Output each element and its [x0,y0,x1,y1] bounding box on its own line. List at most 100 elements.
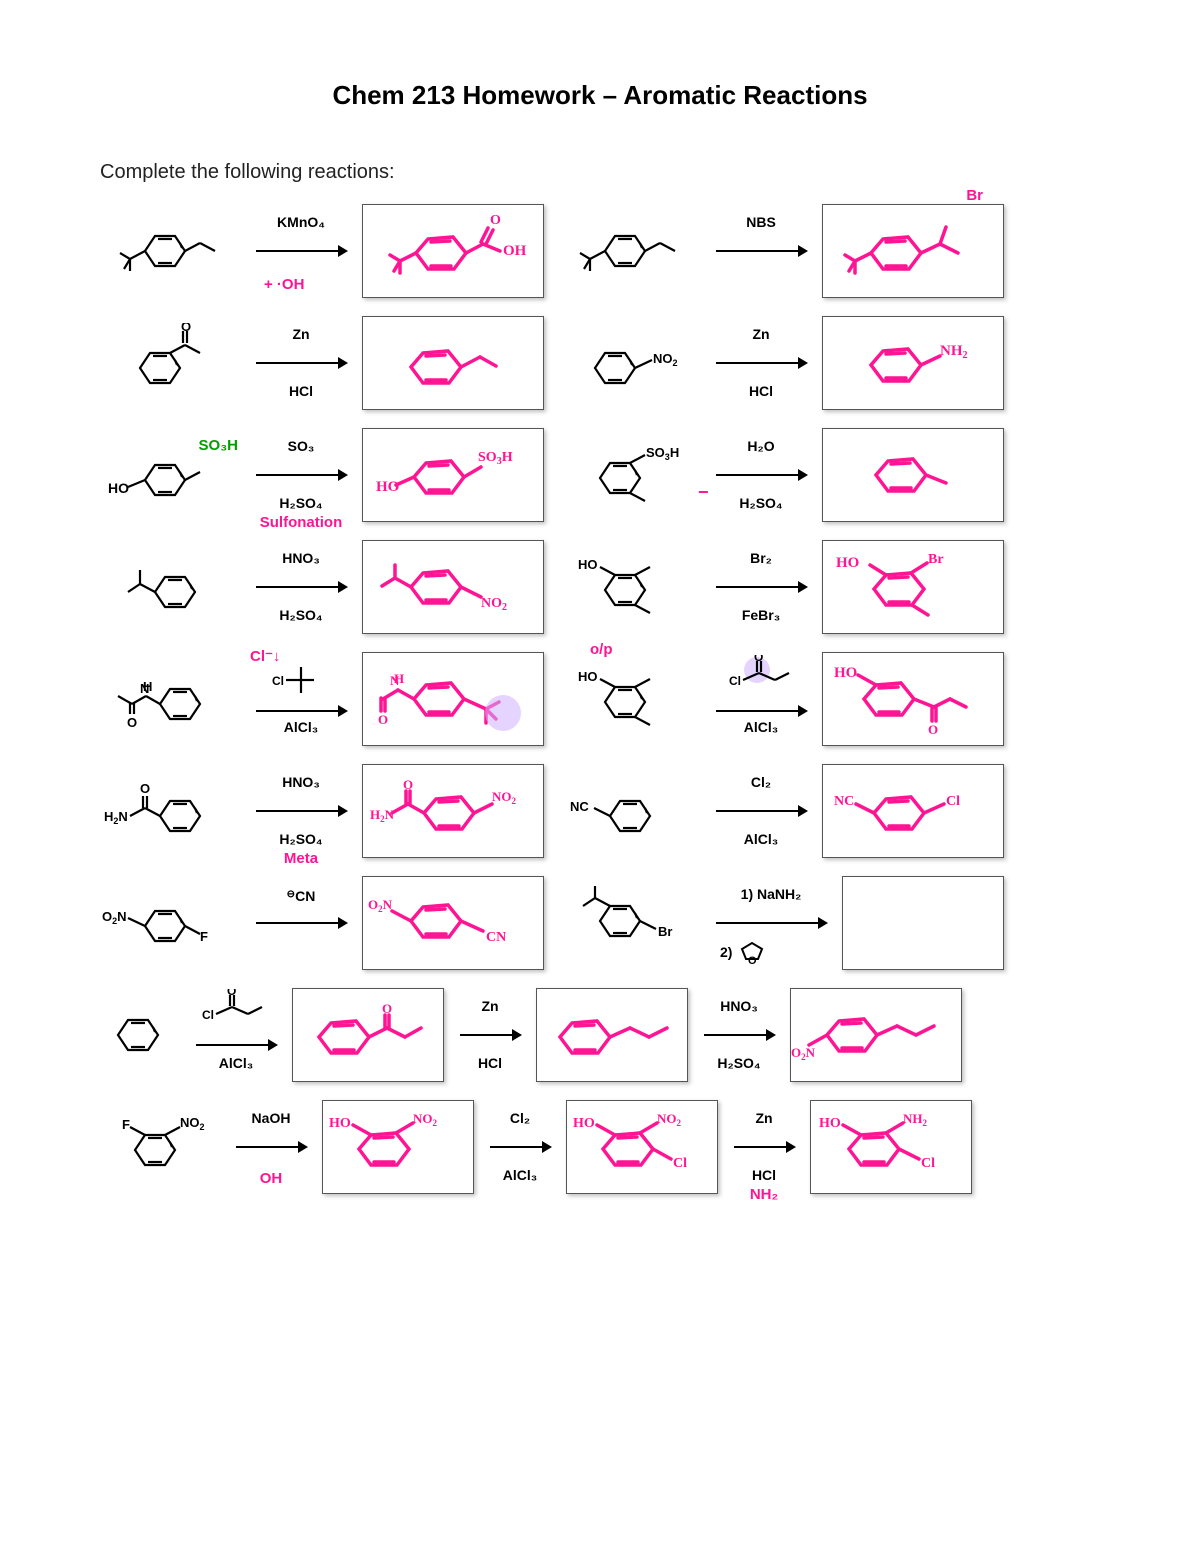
reaction-arrow: Cl O AlCl₃ [706,653,816,745]
annotation: o/p [590,641,613,658]
reactant: F NO2 [100,1101,220,1193]
svg-text:O: O [403,777,413,792]
reagent-label: H₂O [706,439,816,454]
svg-text:Br: Br [928,552,944,567]
reactant: O H2N [100,765,240,857]
reaction-row: Cl O AlCl₃ O [100,988,1100,1082]
reagent-label: HNO₃ [246,551,356,566]
reaction-arrow: H₂O H₂SO₄ − [706,429,816,521]
svg-text:O: O [754,655,763,664]
reactant: SO₃H HO [100,429,240,521]
svg-text:O2N: O2N [368,897,393,914]
svg-text:O: O [928,722,938,737]
product-box [842,876,1004,970]
svg-text:OH: OH [503,243,527,259]
reagent-label: Zn [724,1111,804,1126]
product-box: HO Br [822,540,1004,634]
annotation: Sulfonation [260,514,343,531]
product-box: O H2N NO2 [362,764,544,858]
reagent-label: NaOH [226,1111,316,1126]
reagent-label: AlCl₃ [706,720,816,735]
reaction-arrow: KMnO₄ + ·OH [246,205,356,297]
annotation: Br [966,187,983,204]
reagent-label: H₂SO₄ [246,832,356,847]
reagent-label: NBS [706,215,816,230]
reagent-label: Zn [450,999,530,1014]
svg-text:HO: HO [578,669,598,684]
reactant [560,205,700,297]
reagent-label: AlCl₃ [706,832,816,847]
product-box: HO NH2 Cl [810,1100,972,1194]
product-box: HO SO3H [362,428,544,522]
reagent-label: Br₂ [706,551,816,566]
reagent-label: Zn [706,327,816,342]
reaction-arrow: Br₂ FeBr₃ [706,541,816,633]
reaction-row: O Zn HCl [100,316,1100,410]
svg-text:O: O [748,955,757,967]
svg-text:O: O [227,989,236,998]
svg-text:Cl: Cl [946,794,960,809]
svg-text:Cl: Cl [202,1008,214,1022]
reaction-arrow: Zn HCl [246,317,356,409]
product-box: HO NO2 [322,1100,474,1194]
svg-text:NC: NC [834,794,854,809]
reagent-label: 1) NaNH₂ [706,887,836,902]
reagent-label: AlCl₃ [480,1168,560,1183]
svg-text:Cl: Cl [673,1156,687,1171]
reaction-row: F NO2 NaOH OH HO NO2 [100,1100,1100,1194]
svg-text:O: O [181,323,191,334]
svg-text:Cl: Cl [272,674,284,688]
reaction-arrow: NBS [706,205,816,297]
reagent-label: H₂SO₄ [246,608,356,623]
reagent-label: Cl₂ [480,1111,560,1126]
svg-text:NO2: NO2 [413,1111,438,1128]
reaction-arrow: Cl₂ AlCl₃ [706,765,816,857]
svg-text:SO3H: SO3H [478,450,513,467]
svg-text:O2N: O2N [102,909,127,926]
svg-text:Cl: Cl [729,674,741,688]
svg-text:NO2: NO2 [653,351,678,368]
reagent-label: KMnO₄ [246,215,356,230]
svg-text:HO: HO [836,555,859,571]
product-box: HO NO2 Cl [566,1100,718,1194]
svg-text:H2N: H2N [370,807,395,824]
reaction-arrow: HNO₃ H₂SO₄ [246,541,356,633]
reactant: NC [560,765,700,857]
svg-text:SO3H: SO3H [646,445,679,462]
product-box: H N O [362,652,544,746]
svg-text:NH2: NH2 [940,343,968,361]
product-box: O2N CN [362,876,544,970]
svg-text:F: F [200,929,208,944]
svg-text:NH2: NH2 [903,1111,928,1128]
svg-text:NO2: NO2 [481,596,507,613]
product-box [362,316,544,410]
annotation: Meta [284,850,318,867]
svg-text:HO: HO [578,557,598,572]
reaction-arrow: HNO₃ H₂SO₄ Meta [246,765,356,857]
reaction-arrow: Zn HCl [706,317,816,409]
reagent-label: SO₃ [246,439,356,454]
svg-text:HO: HO [376,479,399,495]
reactant: NO2 [560,317,700,409]
product-box: NC Cl [822,764,1004,858]
reaction-arrow: Zn HCl NH₂ [724,1101,804,1193]
reaction-row: KMnO₄ + ·OH OH O [100,204,1100,298]
reaction-arrow: Zn HCl [450,989,530,1081]
reagent-label: AlCl₃ [246,720,356,735]
reaction-arrow: 1) NaNH₂ 2) O [706,877,836,969]
product-box: O [292,988,444,1082]
svg-text:Br: Br [658,924,672,939]
reagent-label: H₂SO₄ [694,1056,784,1071]
reagent-label: FeBr₃ [706,608,816,623]
reaction-row: H N O Cl⁻↓ Cl AlCl₃ [100,652,1100,746]
annotation: NH₂ [750,1186,778,1203]
reaction-arrow: SO₃ H₂SO₄ Sulfonation [246,429,356,521]
svg-text:N: N [390,673,400,688]
reaction-arrow: ⊖CN [246,877,356,969]
reagent-label: HNO₃ [246,775,356,790]
reactant: o/p HO [560,653,700,745]
annotation: SO₃H [199,437,238,454]
svg-text:O2N: O2N [791,1045,816,1062]
reaction-arrow: Cl₂ AlCl₃ [480,1101,560,1193]
reagent-label: ⊖CN [246,887,356,904]
